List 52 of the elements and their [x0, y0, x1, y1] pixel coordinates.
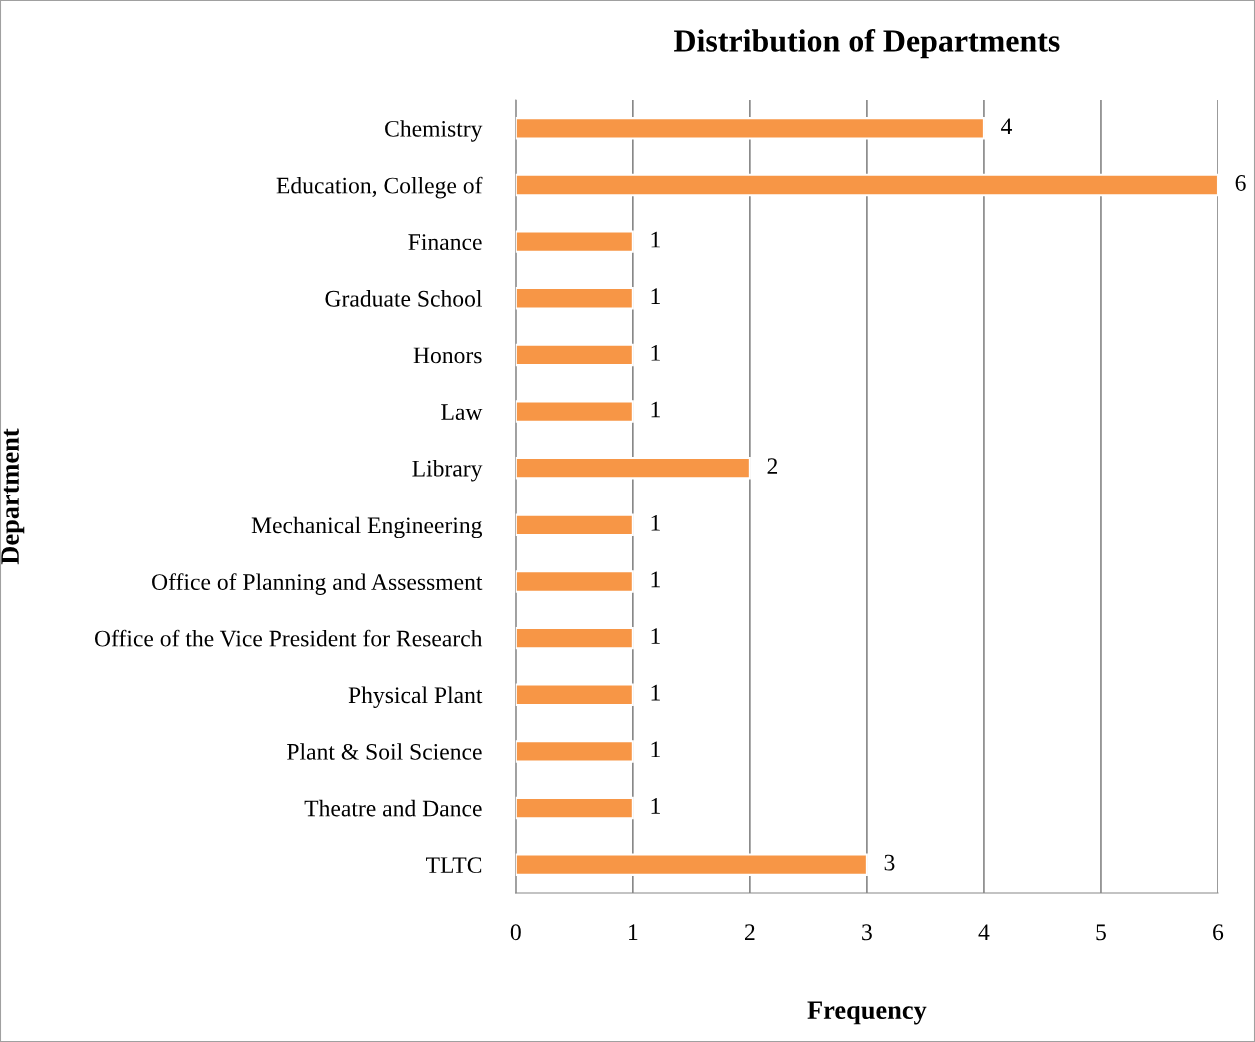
y-tick-label: Finance [408, 234, 482, 251]
bar [515, 683, 634, 706]
y-tick-label: Physical Plant [348, 686, 483, 709]
bar [515, 456, 751, 480]
y-tick-label: Office of the Vice President for Research [94, 629, 483, 647]
data-label: 4 [1001, 118, 1013, 135]
y-tick-label: Graduate School [325, 290, 482, 307]
y-tick-label: TLTC [426, 857, 482, 874]
x-tick-label: 6 [1213, 924, 1224, 941]
y-tick-label: Chemistry [385, 120, 483, 142]
y-tick-label: Plant & Soil Science [287, 743, 482, 760]
x-tick-label: 4 [978, 924, 990, 940]
bar [515, 117, 985, 140]
x-tick-label: 3 [862, 924, 872, 941]
data-label: 1 [651, 401, 660, 418]
data-label: 3 [884, 854, 895, 871]
y-tick-label: Theatre and Dance [304, 799, 482, 817]
data-label: 1 [651, 571, 660, 588]
x-tick-label: 1 [629, 924, 638, 940]
data-label: 1 [651, 628, 660, 644]
x-tick-label: 2 [745, 924, 755, 940]
bar [515, 513, 634, 537]
bar [515, 570, 634, 593]
x-axis-title: Frequency [807, 1001, 927, 1025]
bar [515, 230, 634, 253]
data-label: 1 [651, 741, 660, 758]
chart-title: Distribution of Departments [674, 28, 1060, 59]
y-axis-title: Department [1, 428, 25, 565]
bar [515, 740, 634, 763]
data-label: 1 [651, 684, 660, 701]
data-label: 6 [1235, 175, 1246, 191]
data-label: 2 [767, 458, 778, 474]
data-label: 1 [651, 514, 660, 531]
x-tick-label: 5 [1096, 924, 1106, 941]
bar [515, 626, 634, 650]
bar [515, 853, 868, 876]
data-label: 1 [651, 288, 660, 304]
y-tick-label: Education, College of [276, 176, 483, 199]
bar [515, 343, 634, 367]
y-tick-label: Law [441, 404, 483, 420]
data-label: 1 [651, 345, 660, 361]
data-label: 1 [651, 798, 660, 814]
y-tick-label: Honors [413, 347, 482, 364]
y-tick-label: Mechanical Engineering [251, 516, 483, 539]
y-tick-label: Office of Planning and Assessment [152, 573, 483, 595]
bar [515, 400, 634, 423]
bar [515, 287, 634, 310]
data-label: 1 [651, 231, 660, 248]
y-tick-label: Library [412, 460, 483, 482]
bar [515, 173, 1218, 197]
x-tick-label: 0 [510, 924, 521, 941]
bar [515, 796, 634, 820]
